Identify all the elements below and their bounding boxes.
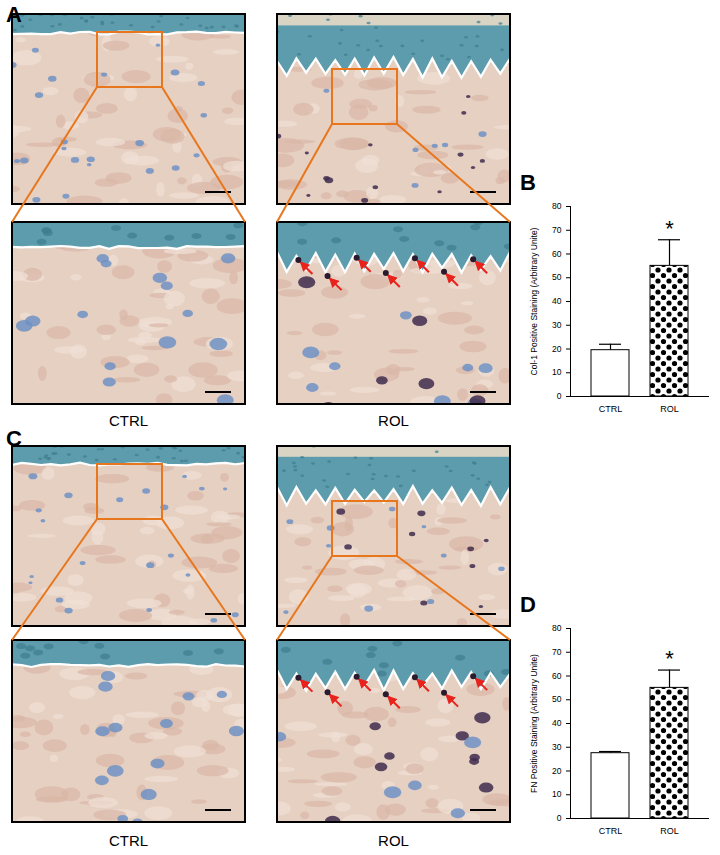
svg-text:0: 0	[557, 391, 562, 401]
html-text:A: A	[6, 2, 22, 27]
svg-text:60: 60	[552, 671, 562, 681]
svg-text:80: 80	[552, 201, 562, 211]
svg-text:*: *	[665, 216, 674, 241]
svg-text:70: 70	[552, 225, 562, 235]
svg-text:50: 50	[552, 694, 562, 704]
svg-text:CTRL: CTRL	[599, 404, 623, 414]
svg-text:20: 20	[552, 344, 562, 354]
svg-text:*: *	[665, 646, 674, 671]
svg-text:ROL: ROL	[660, 404, 679, 414]
svg-text:20: 20	[552, 766, 562, 776]
svg-text:80: 80	[552, 623, 562, 633]
svg-text:10: 10	[552, 789, 562, 799]
svg-text:0: 0	[557, 813, 562, 823]
svg-text:ROL: ROL	[660, 826, 679, 836]
svg-text:10: 10	[552, 367, 562, 377]
html-text:CTRL: CTRL	[108, 832, 149, 849]
html-text:D: D	[520, 592, 536, 617]
svg-text:60: 60	[552, 249, 562, 259]
svg-text:70: 70	[552, 647, 562, 657]
svg-text:30: 30	[552, 320, 562, 330]
svg-text:Col-1 Positive Staining (Arbit: Col-1 Positive Staining (Arbitrary Unite…	[529, 227, 539, 375]
svg-text:40: 40	[552, 296, 562, 306]
html-text:B: B	[520, 170, 536, 195]
svg-text:CTRL: CTRL	[599, 826, 623, 836]
html-text:ROL: ROL	[378, 832, 409, 849]
svg-text:50: 50	[552, 272, 562, 282]
html-text:ROL: ROL	[378, 412, 409, 429]
html-text:C: C	[6, 426, 22, 451]
svg-text:40: 40	[552, 718, 562, 728]
svg-text:30: 30	[552, 742, 562, 752]
svg-text:FN Positive Staining (Arbitrar: FN Positive Staining (Arbitrary Unite)	[529, 654, 539, 793]
html-text:CTRL: CTRL	[108, 412, 149, 429]
